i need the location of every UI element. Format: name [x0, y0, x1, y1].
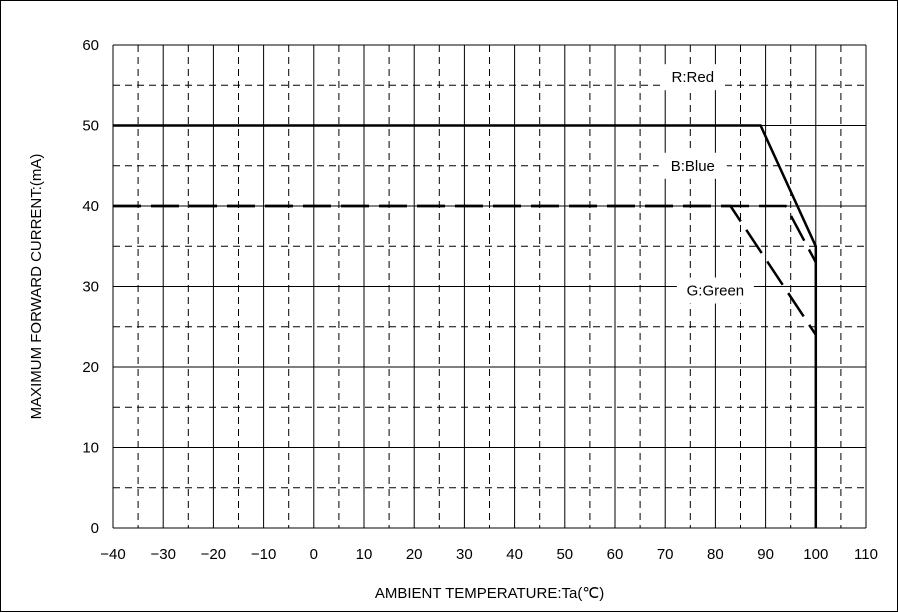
x-tick-label: 30: [456, 546, 473, 563]
series-labels: R:Red B:Blue G:Green: [658, 64, 754, 304]
x-tick-label: −20: [201, 546, 226, 563]
series-lines: [113, 124, 818, 528]
y-tick-label: 30: [82, 279, 99, 296]
x-tick-label: 10: [356, 546, 373, 563]
series-label-bg: [658, 152, 727, 179]
x-tick-label: 60: [607, 546, 624, 563]
tick-labels: −40 −30 −20 −10 0 10 20 30 40 50 60 70 80 90 100 110 0 10…: [82, 37, 878, 563]
y-tick-label: 60: [82, 37, 99, 54]
y-tick-label: 50: [82, 118, 99, 135]
series-line-blue: [113, 204, 817, 263]
x-tick-label: −30: [150, 546, 175, 563]
x-axis-label: AMBIENT TEMPERATURE:Ta(℃): [375, 585, 604, 602]
x-tick-label: 50: [556, 546, 573, 563]
x-tick-label: 70: [657, 546, 674, 563]
x-tick-label: 40: [506, 546, 523, 563]
x-tick-label: −40: [100, 546, 125, 563]
x-tick-label: 20: [406, 546, 423, 563]
x-tick-label: 100: [803, 546, 828, 563]
series-label-bg: [663, 64, 723, 91]
x-tick-label: 110: [854, 546, 878, 563]
series-label-bg: [676, 277, 754, 304]
y-tick-label: 20: [82, 359, 99, 376]
series-line-green: [113, 204, 817, 336]
x-tick-label: −10: [251, 546, 276, 563]
x-tick-label: 80: [707, 546, 724, 563]
x-tick-label: 90: [757, 546, 774, 563]
series-label-blue: B:Blue: [671, 158, 715, 175]
y-tick-label: 40: [82, 198, 99, 215]
y-axis-label: MAXIMUM FORWARD CURRENT:(mA): [28, 154, 45, 420]
series-label-green: G:Green: [687, 283, 745, 300]
y-tick-label: 10: [82, 440, 99, 457]
series-label-red: R:Red: [672, 69, 715, 86]
series-line-red: [113, 124, 818, 528]
y-tick-label: 0: [91, 520, 99, 537]
x-tick-label: 0: [310, 546, 318, 563]
